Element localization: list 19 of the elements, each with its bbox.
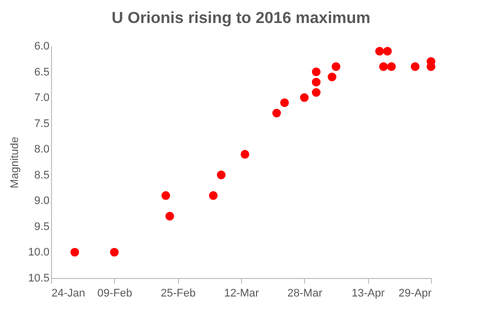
x-tick-label: 24-Jan <box>52 288 86 300</box>
chart-title: U Orionis rising to 2016 maximum <box>112 10 370 27</box>
y-tick-label: 6.0 <box>34 40 50 52</box>
y-tick-label: 9.5 <box>34 220 50 233</box>
y-tick-label: 6.5 <box>34 66 50 78</box>
x-tick-label: 09-Feb <box>97 288 132 300</box>
x-tick-label: 25-Feb <box>160 288 196 300</box>
y-tick-label: 10.0 <box>28 246 50 259</box>
y-tick-label: 7.0 <box>34 92 50 104</box>
x-tick-label: 29-Apr <box>398 288 432 300</box>
x-tick-label: 12-Mar <box>224 288 260 300</box>
y-tick-label: 10.5 <box>28 272 50 284</box>
y-tick-label: 8.5 <box>34 169 50 182</box>
y-tick-label: 7.5 <box>34 118 50 130</box>
y-tick-label: 8.0 <box>34 144 50 156</box>
x-tick-label: 28-Mar <box>287 288 323 300</box>
y-tick-label: 9.0 <box>34 195 50 208</box>
x-tick-label: 13-Apr <box>352 288 386 300</box>
y-axis-title: Magnitude <box>9 136 22 188</box>
